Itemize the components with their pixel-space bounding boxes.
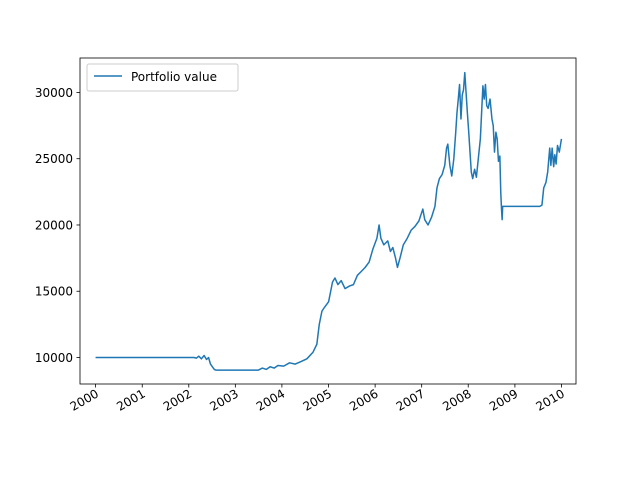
legend-box bbox=[86, 63, 239, 92]
series-line-0 bbox=[95, 71, 563, 371]
y-tick-label: 30000 bbox=[35, 86, 73, 100]
plot-area bbox=[95, 71, 563, 371]
y-tick-label: 15000 bbox=[35, 285, 73, 299]
y-axis: 10000 15000 20000 25000 30000 bbox=[35, 86, 80, 365]
y-tick-label: 20000 bbox=[35, 218, 73, 232]
y-tick-label: 25000 bbox=[35, 152, 73, 166]
axes-frame bbox=[79, 57, 577, 385]
legend-label: Portfolio value bbox=[131, 70, 217, 84]
legend: Portfolio value bbox=[86, 63, 239, 92]
y-tick-label: 10000 bbox=[35, 351, 73, 365]
